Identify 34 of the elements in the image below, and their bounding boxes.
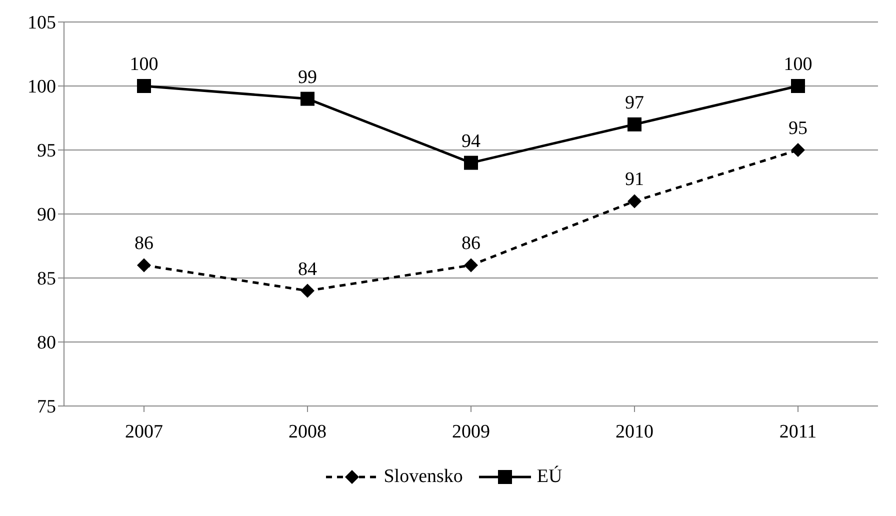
point [464, 156, 478, 170]
y-tick-label: 105 [28, 12, 56, 34]
point [137, 258, 151, 272]
data-label: 91 [625, 169, 644, 190]
y-tick-label: 85 [37, 268, 56, 290]
data-label: 94 [462, 130, 481, 152]
y-tick-label: 100 [28, 76, 56, 98]
y-tick-label: 90 [37, 204, 56, 226]
point [464, 258, 478, 272]
legend-label: Slovensko [382, 466, 463, 488]
x-tick-label: 2008 [288, 421, 326, 442]
y-tick-label: 95 [37, 140, 56, 162]
data-label: 99 [298, 66, 317, 88]
data-label: 100 [130, 54, 158, 75]
legend-label: EÚ [536, 466, 562, 488]
point [628, 117, 642, 132]
point [300, 284, 314, 298]
point [300, 92, 314, 106]
point [791, 143, 805, 157]
y-tick-label: 75 [37, 396, 56, 418]
point [791, 79, 805, 93]
x-tick-label: 2007 [125, 421, 163, 442]
x-tick-label: 2009 [452, 421, 490, 442]
x-tick-label: 2011 [779, 421, 817, 442]
data-label: 95 [788, 118, 808, 139]
point [137, 79, 151, 93]
x-tick-label: 2010 [616, 421, 654, 442]
data-label: 100 [784, 54, 812, 75]
data-label: 84 [298, 258, 318, 280]
data-label: 86 [462, 233, 480, 254]
point [628, 194, 642, 208]
data-label: 97 [625, 92, 644, 114]
y-tick-label: 80 [37, 332, 56, 354]
data-label: 86 [134, 233, 154, 254]
